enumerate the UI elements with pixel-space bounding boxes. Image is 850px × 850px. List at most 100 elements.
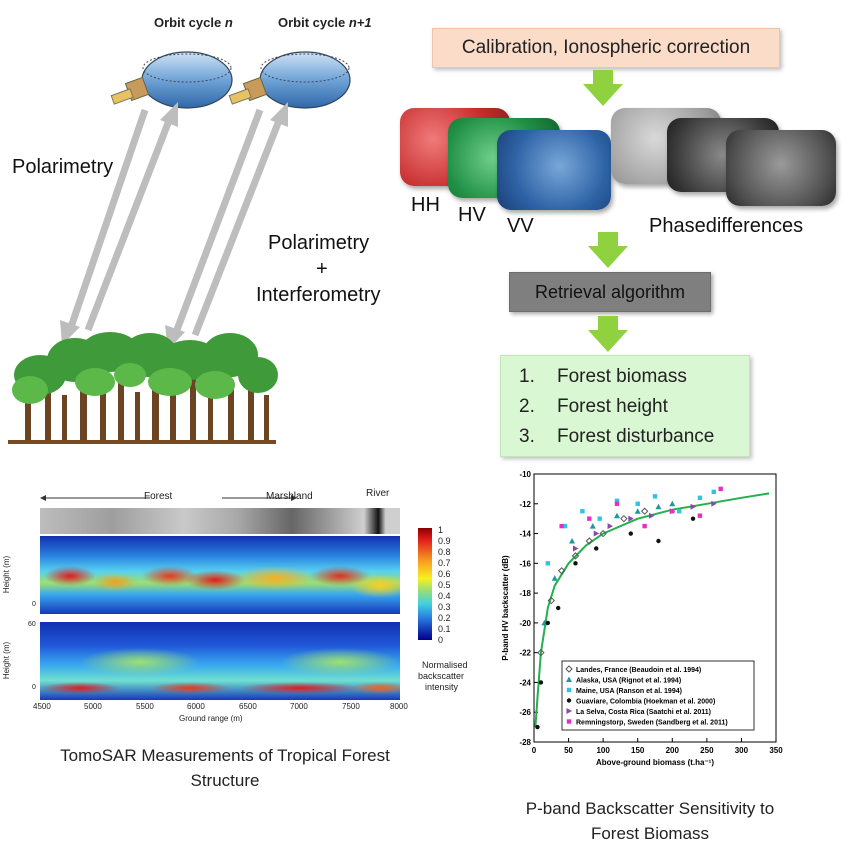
data-point (556, 605, 561, 611)
hv-label: HV (458, 204, 486, 226)
data-point (697, 495, 703, 501)
x-tick-label: 250 (700, 746, 714, 755)
data-point (573, 561, 578, 566)
x-tick-label: 0 (532, 746, 537, 755)
data-point (669, 500, 676, 507)
x-tick-label: 300 (735, 746, 749, 755)
flow-arrow-2 (588, 232, 628, 268)
colorbar-tick: 0.1 (438, 624, 451, 634)
data-point (541, 619, 548, 626)
x-tick-label: 200 (666, 746, 680, 755)
data-point (557, 567, 566, 575)
tomogram-2 (40, 622, 400, 700)
extent-arrows (40, 495, 297, 501)
data-point (620, 514, 628, 523)
data-point (593, 530, 600, 537)
legend-entry: Maine, USA (Ranson et al. 1994) (576, 688, 682, 695)
phase-differences-label: Phasedifferences (649, 215, 804, 237)
colorbar-tick: 0 (438, 635, 444, 645)
polarimetry-label: Polarimetry (12, 156, 114, 178)
data-point (587, 516, 592, 521)
x-tick-label: 150 (631, 746, 645, 755)
orbit-cycle-n1-label: Orbit cycle n+1 (278, 15, 372, 30)
data-point (642, 523, 647, 529)
data-point (559, 523, 564, 529)
y-tick-label: -22 (519, 649, 531, 658)
data-point (565, 665, 573, 673)
colorbar-tick: 0.4 (438, 591, 451, 601)
data-point (566, 676, 572, 682)
y-tick-label: -18 (519, 589, 531, 598)
forest-label: Forest (144, 491, 173, 502)
y-tick-label: -10 (519, 470, 531, 479)
forest-illustration (8, 332, 278, 444)
data-point (711, 500, 717, 507)
colorbar-tick: 0.9 (438, 536, 451, 546)
xtick: 8000 (390, 702, 408, 711)
y-tick-label: -26 (519, 708, 531, 717)
data-point (569, 538, 576, 544)
data-point (599, 529, 607, 538)
data-point (538, 680, 544, 685)
data-point (571, 552, 580, 560)
vv-image (497, 130, 611, 210)
ytick-bottom-0: 0 (32, 684, 36, 691)
colorbar-tick: 0.5 (438, 580, 451, 590)
fit-curve (534, 492, 770, 728)
flow-arrow-1 (583, 70, 623, 106)
sar-image-strip (40, 508, 400, 534)
data-point (566, 698, 572, 703)
data-point (580, 509, 585, 514)
data-point (535, 724, 540, 730)
data-point (628, 515, 634, 522)
biomass-backscatter-chart: 0 50 100 150 200 250 300 350 -10 -12 -14 -16 -18 -20 -… (496, 466, 796, 782)
data-point (551, 575, 558, 581)
legend-entry: Guaviare, Colombia (Hoekman et al. 2000) (576, 699, 715, 706)
data-point (562, 523, 568, 529)
river-label: River (366, 488, 390, 499)
data-point (655, 503, 662, 510)
ytick-top: 0 (32, 601, 36, 608)
data-point (711, 489, 716, 495)
output-item: 2. Forest height (519, 396, 668, 417)
data-point (537, 648, 545, 657)
data-point (594, 546, 599, 551)
data-point (670, 509, 675, 514)
data-point (718, 486, 723, 492)
data-point (690, 503, 697, 510)
ytick-bottom-60: 60 (28, 621, 36, 628)
retrieval-algorithm-box: Retrieval algorithm (509, 272, 711, 312)
data-point (566, 719, 572, 724)
xtick: 4500 (33, 702, 51, 711)
y-tick-label: -12 (519, 500, 531, 509)
x-tick-label: 350 (769, 746, 783, 755)
flow-arrow-3 (588, 316, 628, 352)
colorbar-label: intensity (425, 682, 459, 692)
data-point (656, 538, 661, 544)
data-point (614, 501, 620, 506)
colorbar-tick: 1 (438, 525, 444, 535)
data-point (614, 498, 620, 503)
data-point (649, 512, 655, 519)
satellite-icon (228, 51, 351, 109)
xtick: 6500 (239, 702, 257, 711)
hh-label: HH (411, 194, 440, 216)
xtick: 5000 (84, 702, 102, 711)
xtick: 7000 (290, 702, 308, 711)
data-point (635, 501, 640, 506)
data-point (566, 708, 572, 714)
colorbar-tick: 0.7 (438, 558, 451, 568)
calibration-box: Calibration, Ionospheric correction (432, 28, 780, 68)
data-point (652, 494, 658, 499)
tomosar-caption: TomoSAR Measurements of Tropical Forest S… (60, 746, 390, 790)
legend-box (561, 660, 755, 731)
x-axis-label: Above-ground biomass (t.ha⁻¹) (596, 758, 714, 767)
orbit-diagram (8, 51, 351, 444)
data-point (613, 512, 620, 519)
tomosar-figure: Forest Marshland River 0 60 0 Height (m)… (2, 488, 474, 738)
pol-interf-label-1: Polarimetry (268, 232, 370, 254)
legend-entry: Remningstorp, Sweden (Sandberg et al. 20… (576, 720, 728, 727)
colorbar-label: backscatter (418, 671, 465, 681)
colorbar-tick: 0.8 (438, 547, 451, 557)
y-tick-label: -20 (519, 619, 531, 628)
